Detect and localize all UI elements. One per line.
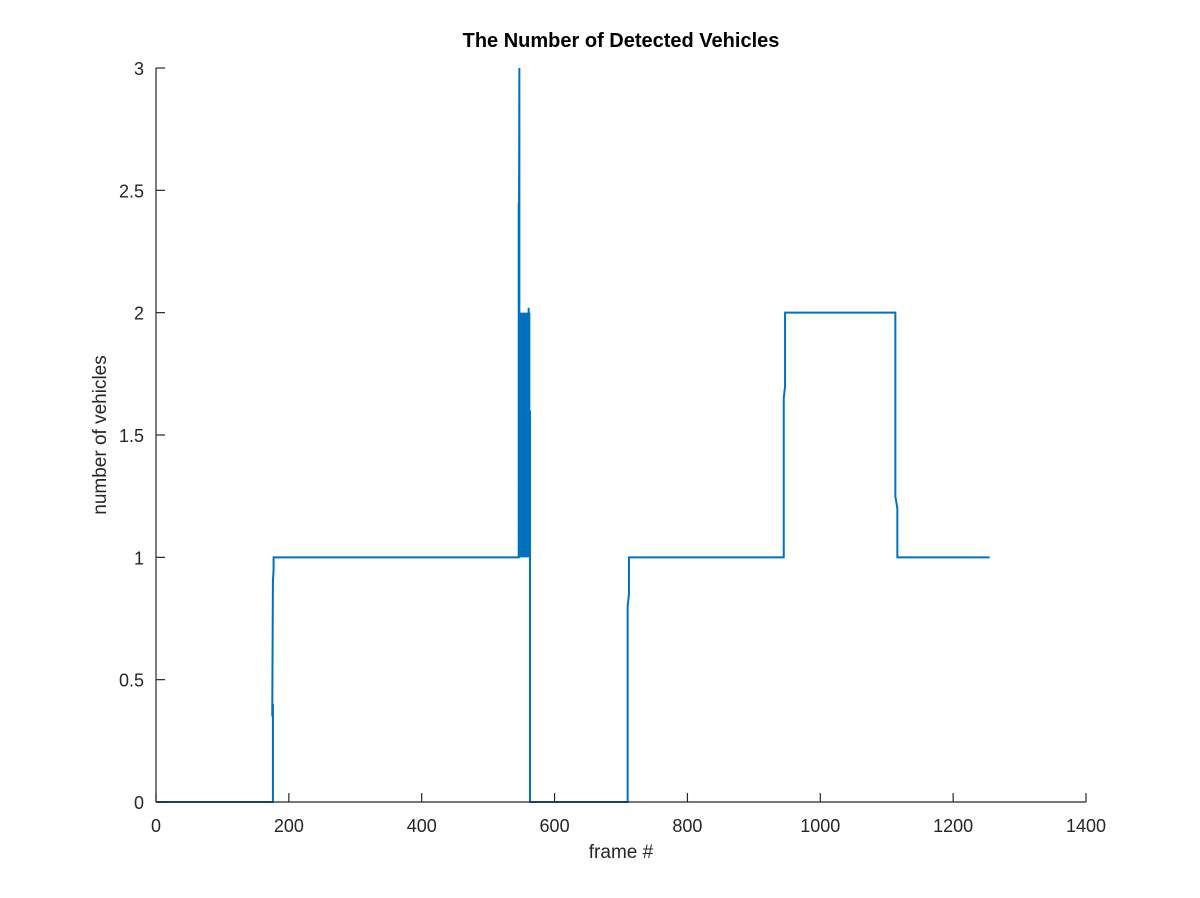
- x-tick-label: 600: [540, 816, 570, 836]
- y-tick-label: 1.5: [119, 426, 144, 446]
- x-tick-label: 400: [407, 816, 437, 836]
- y-tick-label: 2.5: [119, 181, 144, 201]
- x-tick-label: 1000: [800, 816, 840, 836]
- y-tick-label: 3: [134, 59, 144, 79]
- y-tick-label: 1: [134, 548, 144, 568]
- x-tick-label: 1200: [933, 816, 973, 836]
- chart-title: The Number of Detected Vehicles: [463, 30, 780, 52]
- x-axis-label: frame #: [589, 842, 654, 863]
- x-axis-ticks: 0 200 400 600 800 1000 1200 1400: [151, 793, 1106, 836]
- data-series-line: [156, 67, 990, 803]
- x-tick-label: 800: [672, 816, 702, 836]
- y-axis-ticks: 0 0.5 1 1.5 2 2.5 3: [119, 59, 165, 813]
- y-tick-label: 0.5: [119, 671, 144, 691]
- axes: 0 200 400 600 800 1000 1200 1400 0 0.5 1 1.5 2 2.5 3: [119, 59, 1106, 836]
- plot-area: [156, 67, 990, 803]
- y-tick-label: 0: [134, 793, 144, 813]
- x-tick-label: 1400: [1066, 816, 1106, 836]
- x-tick-label: 0: [151, 816, 161, 836]
- x-tick-label: 200: [274, 816, 304, 836]
- y-tick-label: 2: [134, 304, 144, 324]
- y-axis-label: number of vehicles: [90, 355, 111, 514]
